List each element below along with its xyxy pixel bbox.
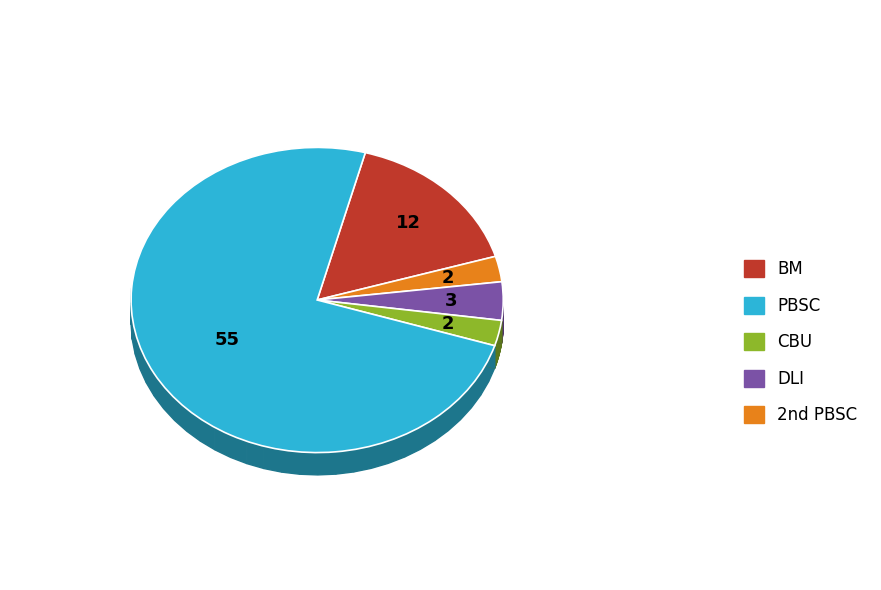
Polygon shape bbox=[136, 332, 140, 369]
Wedge shape bbox=[317, 300, 501, 346]
Polygon shape bbox=[215, 428, 231, 457]
Text: 2: 2 bbox=[441, 315, 455, 333]
Polygon shape bbox=[372, 441, 388, 468]
Polygon shape bbox=[471, 373, 480, 408]
Polygon shape bbox=[131, 303, 132, 340]
Polygon shape bbox=[448, 398, 460, 431]
Polygon shape bbox=[300, 452, 317, 475]
Polygon shape bbox=[461, 386, 471, 419]
Wedge shape bbox=[131, 148, 495, 453]
Polygon shape bbox=[317, 300, 501, 343]
Polygon shape bbox=[318, 452, 336, 475]
Polygon shape bbox=[282, 450, 300, 474]
Polygon shape bbox=[248, 441, 264, 468]
Text: 3: 3 bbox=[445, 292, 457, 310]
Polygon shape bbox=[201, 419, 215, 450]
Polygon shape bbox=[489, 346, 495, 382]
Wedge shape bbox=[317, 281, 503, 320]
Polygon shape bbox=[164, 386, 174, 420]
Polygon shape bbox=[187, 409, 200, 441]
Polygon shape bbox=[404, 427, 420, 457]
Polygon shape bbox=[174, 398, 187, 431]
Wedge shape bbox=[317, 256, 502, 300]
Text: 55: 55 bbox=[215, 332, 240, 349]
Polygon shape bbox=[317, 300, 501, 343]
Polygon shape bbox=[354, 446, 371, 472]
Wedge shape bbox=[317, 153, 495, 300]
Polygon shape bbox=[317, 300, 495, 368]
Polygon shape bbox=[435, 408, 448, 441]
Legend: BM, PBSC, CBU, DLI, 2nd PBSC: BM, PBSC, CBU, DLI, 2nd PBSC bbox=[737, 254, 864, 431]
Polygon shape bbox=[231, 435, 247, 464]
Polygon shape bbox=[420, 418, 434, 450]
Polygon shape bbox=[336, 450, 353, 474]
Polygon shape bbox=[389, 435, 404, 463]
Polygon shape bbox=[264, 446, 282, 472]
Polygon shape bbox=[140, 346, 146, 382]
Text: 2: 2 bbox=[442, 268, 455, 287]
Polygon shape bbox=[154, 373, 164, 408]
Polygon shape bbox=[481, 360, 488, 395]
Polygon shape bbox=[146, 360, 154, 396]
Polygon shape bbox=[317, 300, 495, 368]
Text: 12: 12 bbox=[396, 214, 420, 232]
Polygon shape bbox=[132, 317, 135, 354]
